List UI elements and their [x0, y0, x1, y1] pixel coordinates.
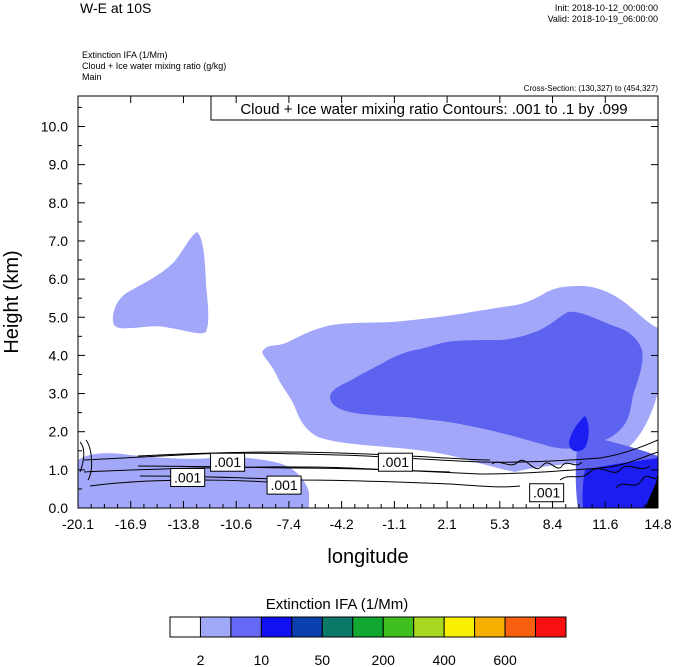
field-label-mixing-ratio: Cloud + Ice water mixing ratio (g/kg) [82, 61, 227, 71]
colorbar-swatch [169, 616, 201, 638]
x-tick-label: -20.1 [62, 516, 94, 532]
y-axis: 0.0 1.0 2.0 3.0 4.0 5.0 6.0 7.0 8.0 9.0 10.0 [41, 106, 658, 516]
cloud-core-level3-patch [569, 416, 589, 452]
colorbar-label: 2 [197, 652, 205, 667]
contour-label: .001 [214, 454, 241, 470]
colorbar-swatch [382, 616, 415, 638]
contour-label: .001 [533, 485, 560, 501]
x-tick-label: 5.3 [490, 516, 510, 532]
x-tick-label: -16.9 [115, 516, 147, 532]
x-tick-label: 2.1 [437, 516, 457, 532]
x-tick-label: -7.4 [277, 516, 301, 532]
colorbar: 2 10 50 200 400 600 [169, 616, 567, 667]
y-tick-label: 9.0 [49, 157, 69, 173]
x-axis: -20.1 -16.9 -13.8 -10.6 -7.4 -4.2 -1.1 2.1 5.3 8.… [62, 96, 672, 532]
x-axis-label: longitude [327, 546, 408, 568]
field-label-extinction: Extinction IFA (1/Mm) [82, 50, 168, 60]
colorbar-swatch [413, 616, 445, 638]
colorbar-swatch [199, 616, 232, 638]
contour-title: Cloud + Ice water mixing ratio Contours:… [240, 101, 627, 118]
colorbar-label: 200 [372, 652, 396, 667]
x-tick-label: -4.2 [330, 516, 354, 532]
y-tick-label: 8.0 [49, 195, 69, 211]
colorbar-swatch [504, 616, 537, 638]
x-tick-label: -1.1 [382, 516, 406, 532]
y-tick-label: 2.0 [49, 424, 69, 440]
y-tick-label: 5.0 [49, 309, 69, 325]
colorbar-swatch [291, 616, 323, 638]
contour-label: .001 [174, 469, 201, 485]
cloud-dark-corner [645, 474, 658, 508]
cloud-blob-upper [112, 232, 209, 334]
contour-line-4 [137, 451, 491, 461]
colorbar-label: 400 [432, 652, 456, 667]
init-time: Init: 2018-10-12_00:00:00 [554, 3, 658, 13]
colorbar-label: 600 [493, 652, 517, 667]
colorbar-title: Extinction IFA (1/Mm) [265, 596, 409, 613]
contour-label: .001 [270, 477, 297, 493]
contour-line-7 [491, 459, 583, 469]
field-label-main: Main [82, 72, 102, 82]
plot-title: W-E at 10S [80, 0, 152, 16]
colorbar-swatch [535, 616, 567, 638]
contour-label-box [170, 467, 206, 487]
contour-title-box [210, 95, 659, 121]
colorbar-swatch [230, 616, 262, 638]
cloud-core-level2 [330, 311, 643, 449]
contour-label-box [377, 452, 413, 472]
contour-label: .001 [382, 454, 409, 470]
contour-label-box [529, 483, 565, 503]
y-tick-label: 7.0 [49, 233, 69, 249]
y-tick-label: 3.0 [49, 386, 69, 402]
cloud-core-level3-surface [582, 458, 658, 508]
colorbar-swatch [260, 616, 293, 638]
y-tick-label: 4.0 [49, 347, 69, 363]
x-tick-label: -10.6 [220, 516, 252, 532]
colorbar-swatch [321, 616, 354, 638]
y-tick-label: 10.0 [41, 119, 68, 135]
cross-section-label: Cross-Section: (130,327) to (454,327) [523, 84, 658, 93]
valid-time: Valid: 2018-10-19_06:00:00 [547, 14, 658, 24]
colorbar-label: 50 [315, 652, 331, 667]
y-axis-label: Height (km) [1, 250, 23, 353]
colorbar-swatch [474, 616, 506, 638]
contour-line-6 [139, 475, 521, 488]
y-tick-label: 0.0 [49, 500, 69, 516]
colorbar-swatch [443, 616, 476, 638]
contour-line-9 [615, 475, 658, 489]
contour-labels: .001 .001 .001 .001 .001 [170, 452, 565, 503]
colorbar-label: 10 [254, 652, 270, 667]
contour-label-box [266, 475, 302, 495]
y-tick-label: 1.0 [49, 462, 69, 478]
filled-contours [78, 232, 658, 508]
contour-label-box [210, 452, 246, 472]
x-tick-label: 11.6 [592, 516, 618, 532]
x-tick-label: 8.4 [543, 516, 563, 532]
x-tick-label: -13.8 [167, 516, 199, 532]
colorbar-swatch [352, 616, 384, 638]
y-tick-label: 6.0 [49, 271, 69, 287]
contour-line-8 [559, 465, 651, 481]
x-tick-label: 14.8 [644, 516, 671, 532]
